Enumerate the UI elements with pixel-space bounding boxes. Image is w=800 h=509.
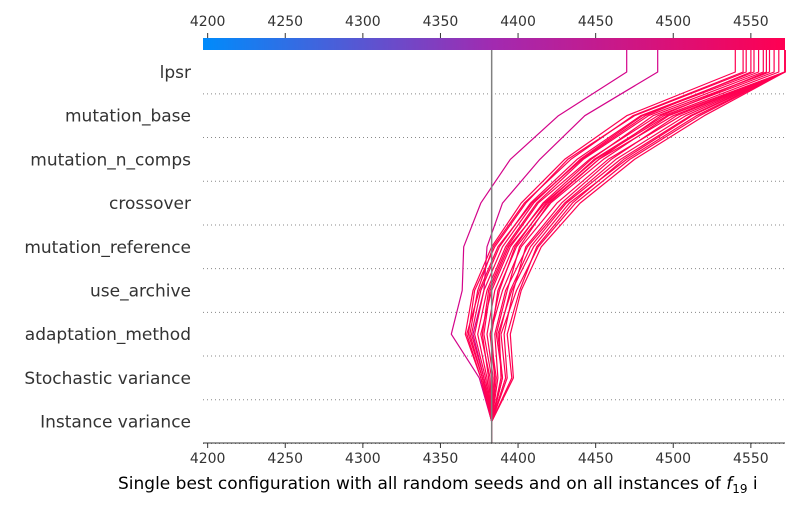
decision-path-14 bbox=[477, 50, 764, 443]
decision-path-19 bbox=[486, 50, 786, 443]
bottom-tick-label: 4400 bbox=[500, 451, 536, 467]
feature-label: adaptation_method bbox=[25, 325, 191, 345]
decision-path-20 bbox=[480, 50, 771, 443]
decision-path-13 bbox=[491, 50, 786, 443]
bottom-tick-label: 4250 bbox=[267, 451, 303, 467]
x-axis-label-subscript: 19 bbox=[732, 482, 747, 496]
top-axis: 4200 4250 4300 4350 4400 4450 4500 4550 bbox=[190, 14, 769, 38]
top-tick-label: 4500 bbox=[655, 14, 691, 30]
bottom-axis: 4200 4250 4300 4350 4400 4450 4500 4550 bbox=[190, 443, 769, 467]
bottom-tick-label: 4350 bbox=[423, 451, 459, 467]
decision-path-23 bbox=[483, 50, 786, 443]
decision-path-18 bbox=[469, 50, 744, 443]
decision-path-24 bbox=[489, 50, 780, 443]
decision-path-22 bbox=[466, 50, 752, 443]
bottom-tick-label: 4200 bbox=[190, 451, 226, 467]
top-tick-label: 4450 bbox=[578, 14, 614, 30]
decision-path-3 bbox=[491, 50, 768, 443]
colorbar bbox=[203, 38, 785, 50]
decision-path-15 bbox=[489, 50, 786, 443]
decision-path-11 bbox=[491, 50, 786, 443]
decision-path-5 bbox=[491, 50, 786, 443]
top-tick-label: 4400 bbox=[500, 14, 536, 30]
x-axis-label-tail: i bbox=[748, 474, 758, 494]
decision-path-7 bbox=[491, 50, 786, 443]
bottom-tick-label: 4550 bbox=[733, 451, 769, 467]
top-tick-label: 4300 bbox=[345, 14, 381, 30]
feature-label: mutation_reference bbox=[24, 238, 191, 258]
feature-label: use_archive bbox=[90, 282, 191, 302]
feature-label: Instance variance bbox=[40, 413, 191, 433]
feature-label: lpsr bbox=[160, 63, 191, 83]
decision-path-9 bbox=[491, 50, 786, 443]
feature-labels: lpsr mutation_base mutation_n_compscrossov… bbox=[24, 63, 191, 433]
feature-label: mutation_base bbox=[65, 107, 191, 127]
bottom-tick-label: 4450 bbox=[578, 451, 614, 467]
bottom-tick-label: 4300 bbox=[345, 451, 381, 467]
x-axis-label-main: Single best configuration with all rando… bbox=[118, 474, 726, 494]
decision-path-10 bbox=[481, 50, 775, 443]
decision-path-16 bbox=[470, 50, 755, 443]
x-axis-label: Single best configuration with all rando… bbox=[118, 474, 758, 496]
feature-label: crossover bbox=[109, 194, 191, 214]
decision-path-21 bbox=[491, 50, 786, 443]
feature-label: Stochastic variance bbox=[24, 369, 191, 389]
bottom-tick-label: 4500 bbox=[655, 451, 691, 467]
top-tick-label: 4550 bbox=[733, 14, 769, 30]
top-tick-label: 4250 bbox=[267, 14, 303, 30]
x-axis-label-symbol: f bbox=[726, 474, 735, 494]
decision-path-17 bbox=[491, 50, 786, 443]
decision-paths bbox=[450, 50, 786, 443]
top-tick-label: 4350 bbox=[423, 14, 459, 30]
decision-path-4 bbox=[491, 50, 786, 443]
feature-label: mutation_n_comps bbox=[30, 150, 191, 170]
top-tick-label: 4200 bbox=[190, 14, 226, 30]
decision-path-1 bbox=[450, 50, 628, 443]
